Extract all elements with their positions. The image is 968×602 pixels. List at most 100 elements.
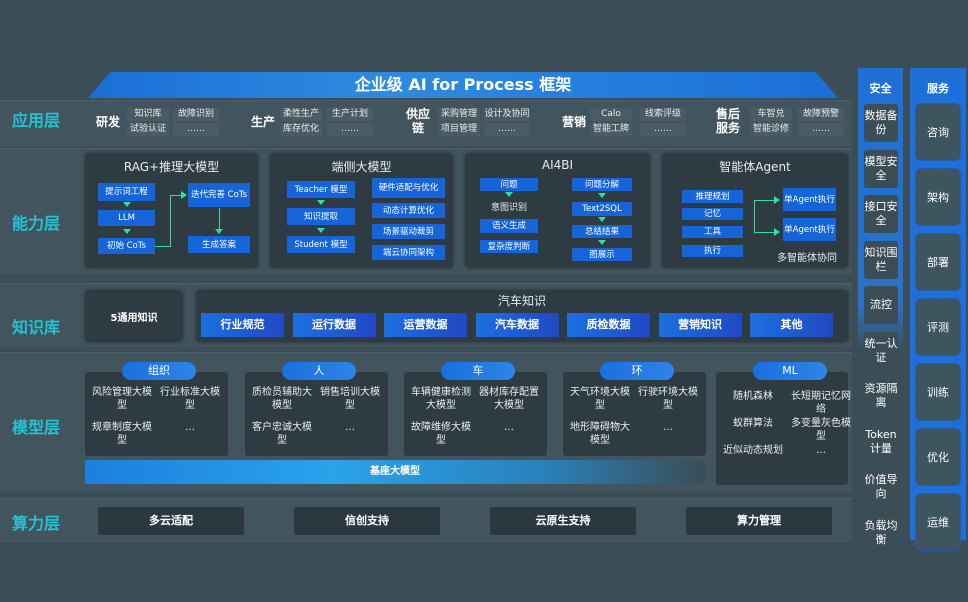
layer-label-model: 模型层: [12, 418, 61, 437]
arrow-down-icon: [123, 229, 131, 234]
security-item[interactable]: 价值导向: [864, 468, 898, 506]
model-item: 销售培训大模型: [320, 387, 380, 411]
model-item: 客户忠诚大模型: [252, 422, 312, 446]
security-title: 安全: [869, 82, 892, 95]
model-group-tag: 车: [441, 362, 515, 380]
connector: [219, 208, 220, 230]
knowledge-item[interactable]: 行业规范: [201, 313, 284, 337]
model-group-panel: [404, 372, 547, 456]
security-item[interactable]: Token计量: [864, 422, 898, 461]
security-item[interactable]: 资源隔离: [864, 377, 898, 415]
edge-step: 知识提取: [287, 208, 355, 225]
model-item: …: [663, 422, 673, 433]
app-item[interactable]: 知识库: [127, 108, 169, 121]
security-item[interactable]: 模型安全: [864, 149, 898, 188]
model-item: 蚁群算法: [733, 418, 773, 429]
rag-step: LLM: [98, 210, 155, 226]
knowledge-item[interactable]: 汽车数据: [475, 313, 559, 337]
app-item[interactable]: 故障识别: [173, 108, 219, 121]
app-item[interactable]: 采购管理: [438, 108, 480, 121]
security-item[interactable]: 流控: [864, 286, 898, 324]
compute-item[interactable]: 多云适配: [98, 507, 244, 535]
ai4bi-step: 问题分解: [572, 178, 632, 191]
service-item[interactable]: 评测: [915, 298, 961, 356]
arrow-down-icon: [598, 217, 606, 222]
panel-edge: 端侧大模型 Teacher 模型 知识提取 Student 模型 硬件适配与优化…: [270, 153, 453, 268]
security-item[interactable]: 数据备份: [864, 104, 898, 142]
edge-feature: 场景驱动裁剪: [372, 224, 445, 239]
knowledge-item[interactable]: 其他: [750, 313, 833, 337]
model-item: …: [185, 422, 195, 433]
service-item[interactable]: 训练: [915, 363, 961, 421]
service-item[interactable]: 咨询: [915, 103, 961, 161]
arrow-down-icon: [215, 229, 223, 234]
knowledge-item[interactable]: 质检数据: [567, 313, 650, 337]
app-item[interactable]: 智能诊修: [750, 123, 792, 136]
rag-step: 初始 CoTs: [98, 238, 155, 254]
ai4bi-step: 问题: [480, 178, 538, 191]
app-item[interactable]: ……: [173, 123, 219, 136]
arrow-down-icon: [598, 193, 606, 198]
model-group-tag: 人: [282, 362, 356, 380]
app-item[interactable]: 智能工牌: [590, 123, 632, 136]
security-item[interactable]: 知识围栏: [864, 240, 898, 279]
app-item[interactable]: Calo: [590, 108, 632, 121]
service-item[interactable]: 运维: [915, 493, 961, 551]
auto-knowledge-title: 汽车知识: [497, 294, 546, 308]
app-item[interactable]: 车智兑: [750, 108, 792, 121]
model-item: 车辆健康检测大模型: [411, 387, 471, 411]
layer-label-app: 应用层: [12, 111, 61, 130]
model-group-panel: [563, 372, 706, 456]
edge-step: Teacher 模型: [287, 181, 355, 198]
app-item[interactable]: ……: [640, 123, 686, 136]
compute-item[interactable]: 算力管理: [686, 507, 832, 535]
ai4bi-step: 语义生成: [480, 219, 538, 233]
app-item[interactable]: 线索评级: [640, 108, 686, 121]
app-group-label: 研发: [95, 115, 120, 129]
ai4bi-step: 总结结果: [572, 225, 632, 238]
model-group-tag: 组织: [122, 362, 196, 380]
knowledge-item[interactable]: 营销知识: [658, 313, 742, 337]
model-item: 天气环境大模型: [570, 387, 630, 411]
ai4bi-step: 复杂度判断: [480, 240, 538, 253]
agent-exec: 单Agent执行: [783, 218, 836, 241]
app-item[interactable]: 设计及协同: [484, 108, 530, 121]
app-item[interactable]: ……: [327, 123, 373, 136]
app-item[interactable]: 项目管理: [438, 123, 480, 136]
model-item: 行业标准大模型: [160, 387, 220, 411]
model-item: 地形障碍物大模型: [570, 422, 630, 446]
arrow-down-icon: [317, 200, 325, 205]
connector: [155, 246, 170, 247]
edge-step: Student 模型: [287, 236, 355, 253]
model-group-panel: [85, 372, 228, 456]
agent-module: 执行: [682, 245, 743, 257]
agent-exec: 单Agent执行: [783, 188, 836, 211]
service-item[interactable]: 部署: [915, 233, 961, 291]
compute-item[interactable]: 信创支持: [294, 507, 440, 535]
app-item[interactable]: ……: [484, 123, 530, 136]
model-item: …: [504, 422, 514, 433]
services-title: 服务: [927, 82, 949, 95]
app-item[interactable]: 生产计划: [327, 108, 373, 121]
knowledge-item[interactable]: 运行数据: [292, 313, 376, 337]
layer-label-compute: 算力层: [12, 514, 61, 533]
ai4bi-step: Text2SQL: [572, 202, 632, 216]
app-item[interactable]: 柔性生产: [280, 108, 322, 121]
model-item: 风险管理大模型: [92, 387, 152, 411]
compute-item[interactable]: 云原生支持: [490, 507, 636, 535]
knowledge-item[interactable]: 运营数据: [384, 313, 467, 337]
services-column: 服务 咨询架构部署评测训练优化运维: [910, 68, 966, 551]
security-item[interactable]: 接口安全: [864, 195, 898, 233]
panel-ai4bi: AI4BI 问题 意图识别 语义生成 复杂度判断 问题分解 Text2SQL 总…: [465, 153, 650, 268]
service-item[interactable]: 优化: [915, 428, 961, 486]
app-item[interactable]: ……: [798, 123, 844, 136]
app-item[interactable]: 故障预警: [798, 108, 844, 121]
app-item[interactable]: 试验认证: [127, 123, 169, 136]
security-item[interactable]: 负载均衡: [864, 513, 898, 552]
security-item[interactable]: 统一认证: [864, 331, 898, 370]
app-item[interactable]: 库存优化: [280, 123, 322, 136]
app-group-label: 供应链: [405, 107, 430, 135]
service-item[interactable]: 架构: [915, 168, 961, 226]
app-group-label: 生产: [250, 115, 275, 129]
app-group-label: 售后服务: [715, 107, 740, 135]
